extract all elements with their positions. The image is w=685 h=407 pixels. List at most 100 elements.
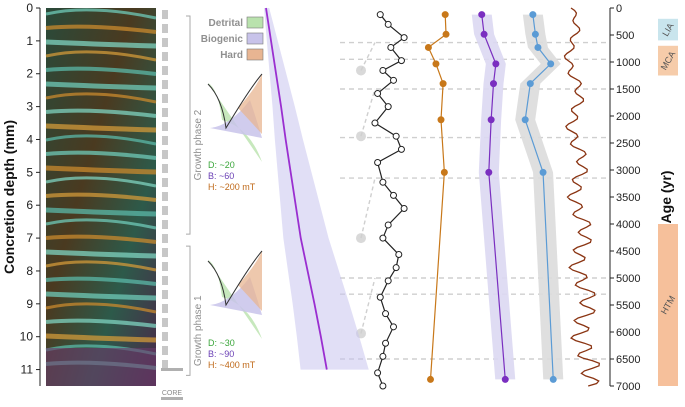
series-point [432,60,440,68]
growth-band [45,8,157,20]
series-point [376,293,384,301]
series-point [547,60,555,68]
tiepoint-connector [360,177,376,239]
climate-period-bar [658,18,678,41]
series-point [379,234,387,242]
phase-segment [162,108,168,117]
legend-swatch [246,16,264,29]
series-point [376,11,384,19]
phase-segment [162,66,168,75]
phase-segment [162,290,168,299]
proxy-wiggle-line [563,7,601,387]
series-point [442,30,450,38]
series-point [531,30,539,38]
legend-label: Hard [220,50,243,61]
phase-segment [162,164,168,173]
core-label: CORE [162,390,183,397]
depth-tick-label: 7 [26,231,33,245]
depth-tick-label: 5 [26,165,33,179]
phase-segment [162,234,168,243]
age-model-line [265,7,328,370]
growth-band [45,192,157,202]
age-tick-label: 2000 [616,111,640,123]
series-point [384,20,392,28]
series-point [441,11,449,19]
coercivity-label: H: ~200 mT [208,182,256,192]
growth-band [45,291,157,301]
series-point [392,132,400,140]
series-point [384,103,392,111]
series-point [480,30,488,38]
series-point [549,375,557,383]
phase-segment [162,262,168,271]
series-point [437,116,445,124]
series-point [384,277,392,285]
series-point [390,323,397,331]
age-tick-label: 3500 [616,192,640,204]
series-point [382,339,390,347]
phase-label: Growth phase 1 [193,295,204,366]
series-point [392,264,400,272]
growth-band [45,123,157,133]
age-tick-label: 500 [616,30,634,42]
depth-axis-title: Concretion depth (mm) [1,120,17,274]
series-uncertainty [515,14,564,380]
phase-segment [162,94,168,103]
series-point [501,375,509,383]
growth-band [45,39,157,49]
phase-segment [162,206,168,215]
growth-band [45,276,157,286]
phase-label: Growth phase 2 [193,109,204,180]
distribution-envelope [207,250,263,307]
phase-segment [162,178,168,187]
phase-segment [162,24,168,33]
age-model-band [264,8,369,370]
phase-segment [162,122,168,131]
series-point [390,76,397,84]
age-axis-title: Age (yr) [658,171,674,224]
phase-segment [162,276,168,285]
age-tick-label: 7000 [616,381,640,393]
phase-segment [162,150,168,159]
growth-band [45,318,157,328]
phase-segment [162,360,168,369]
series-point [384,221,392,229]
depth-tick-label: 2 [26,67,33,81]
series-point [382,310,390,318]
phase-segment [162,248,168,257]
coercivity-label: B: ~60 [208,171,234,181]
series-point [379,382,387,390]
series-point [371,119,379,127]
growth-band [45,92,157,104]
age-tick-label: 6500 [616,354,640,366]
depth-tick-label: 10 [20,330,34,344]
series-point [374,158,382,166]
growth-band [45,249,157,259]
age-tick-label: 1500 [616,84,640,96]
coercivity-label: B: ~90 [208,349,234,359]
legend-label: Detrital [209,18,244,29]
phase-bracket [186,15,191,235]
series-point [439,80,447,88]
age-tick-label: 5000 [616,273,640,285]
series-point [400,205,408,213]
age-tick-label: 1000 [616,57,640,69]
climate-period-bar [658,45,678,76]
series-point [490,80,497,88]
tiepoint-connector [360,88,376,137]
depth-tick-label: 6 [26,198,33,212]
series-point [424,43,432,51]
coercivity-label: D: ~20 [208,160,235,170]
series-point [526,80,534,88]
phase-segment [162,38,168,47]
core-region [46,348,156,386]
series-point [521,116,529,124]
depth-tick-label: 3 [26,100,33,114]
series-point [387,43,395,51]
phase-segment [162,192,168,201]
series-point [487,116,495,124]
series-point [485,168,493,176]
series-point [427,375,434,383]
age-tick-label: 3000 [616,165,640,177]
